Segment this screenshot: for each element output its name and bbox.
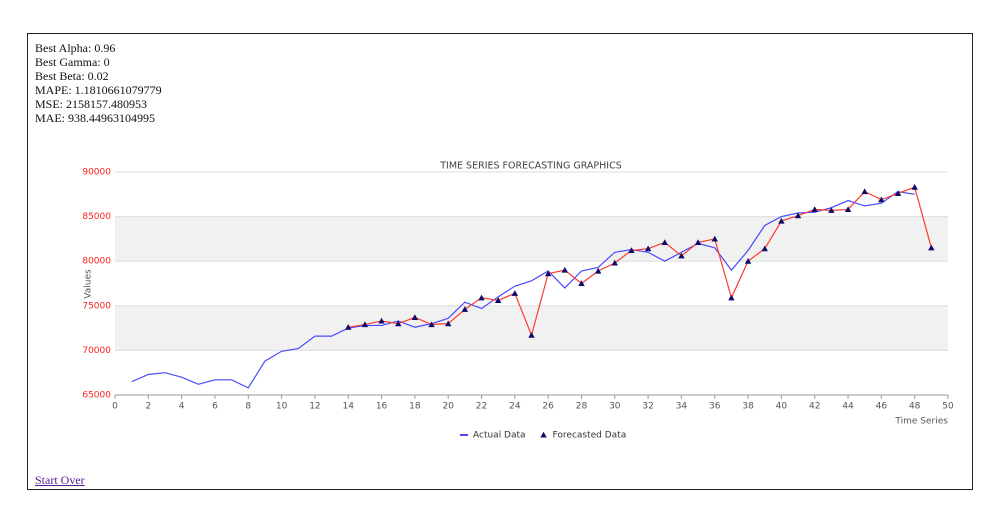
stat-line: Best Alpha: 0.96 — [35, 41, 116, 55]
marker — [445, 320, 452, 327]
marker — [728, 294, 735, 301]
x-tick-label: 6 — [212, 402, 218, 412]
marker — [494, 297, 502, 304]
chart-title: TIME SERIES FORECASTING GRAPHICS — [439, 161, 622, 172]
legend-marker — [540, 431, 547, 438]
marker — [361, 321, 369, 328]
marker — [594, 267, 602, 274]
grid-band — [115, 305, 948, 351]
x-tick-label: 18 — [409, 402, 421, 412]
marker — [911, 183, 918, 190]
x-tick-label: 16 — [376, 402, 388, 412]
stat-line: Best Beta: 0.02 — [35, 69, 109, 83]
marker — [694, 239, 702, 246]
stat-line: MAE: 938.44963104995 — [35, 111, 155, 125]
marker — [528, 332, 535, 338]
marker — [928, 244, 935, 251]
marker — [878, 196, 885, 203]
y-tick-label: 85000 — [82, 212, 111, 222]
x-tick-label: 46 — [876, 402, 888, 412]
x-tick-label: 24 — [509, 402, 521, 412]
x-tick-label: 30 — [609, 402, 621, 412]
x-tick-label: 20 — [442, 402, 454, 412]
stats: Best Alpha: 0.96 Best Gamma: 0 Best Beta: … — [35, 41, 162, 125]
x-tick-label: 0 — [112, 402, 118, 412]
marker — [378, 317, 385, 324]
grid-band — [115, 216, 948, 262]
x-tick-label: 22 — [476, 402, 487, 412]
x-tick-label: 40 — [776, 402, 788, 412]
x-tick-label: 38 — [742, 402, 754, 412]
marker — [794, 212, 802, 219]
marker — [411, 314, 419, 320]
marker — [611, 259, 618, 266]
series-line — [348, 186, 932, 338]
y-tick-label: 80000 — [82, 257, 111, 267]
marker — [744, 258, 752, 264]
x-tick-label: 48 — [909, 402, 921, 412]
x-tick-label: 50 — [942, 402, 954, 412]
marker — [578, 280, 585, 287]
x-tick-label: 36 — [709, 402, 721, 412]
x-tick-label: 26 — [542, 402, 554, 412]
x-tick-label: 34 — [676, 402, 688, 412]
legend-label: Actual Data — [473, 431, 526, 441]
marker — [811, 206, 818, 213]
marker — [761, 245, 768, 252]
marker — [561, 266, 569, 273]
y-axis-label: Values — [84, 269, 94, 299]
x-tick-label: 8 — [245, 402, 251, 412]
stat-line: MSE: 2158157.480953 — [35, 97, 148, 111]
y-tick-label: 90000 — [82, 168, 111, 178]
marker — [345, 324, 352, 330]
marker — [395, 320, 402, 327]
marker — [778, 217, 785, 224]
marker — [894, 190, 902, 196]
marker — [661, 239, 668, 246]
marker — [628, 247, 635, 254]
x-tick-label: 10 — [276, 402, 288, 412]
x-tick-label: 14 — [343, 402, 355, 412]
x-axis-label: Time Series — [894, 417, 948, 427]
marker — [461, 306, 469, 312]
marker — [678, 252, 685, 259]
marker — [478, 294, 485, 301]
stat-line: Best Gamma: 0 — [35, 55, 110, 69]
start-over-link[interactable]: Start Over — [35, 473, 85, 487]
marker — [711, 235, 718, 242]
y-tick-label: 70000 — [82, 346, 111, 356]
y-tick-label: 75000 — [82, 301, 111, 311]
frame — [27, 33, 973, 490]
x-tick-label: 32 — [642, 402, 653, 412]
x-tick-label: 4 — [179, 402, 185, 412]
y-tick-label: 65000 — [82, 391, 111, 401]
marker — [644, 245, 652, 252]
x-tick-label: 42 — [809, 402, 820, 412]
x-tick-label: 44 — [842, 402, 854, 412]
marker — [428, 321, 435, 328]
legend-label: Forecasted Data — [553, 431, 627, 441]
x-tick-label: 2 — [145, 402, 151, 412]
x-tick-label: 28 — [576, 402, 588, 412]
series-line — [131, 190, 915, 389]
x-tick-label: 12 — [309, 402, 320, 412]
marker — [828, 207, 835, 213]
stat-line: MAPE: 1.1810661079779 — [35, 83, 162, 97]
marker — [844, 206, 852, 213]
marker — [861, 188, 868, 195]
marker — [511, 290, 519, 296]
marker — [544, 270, 552, 277]
